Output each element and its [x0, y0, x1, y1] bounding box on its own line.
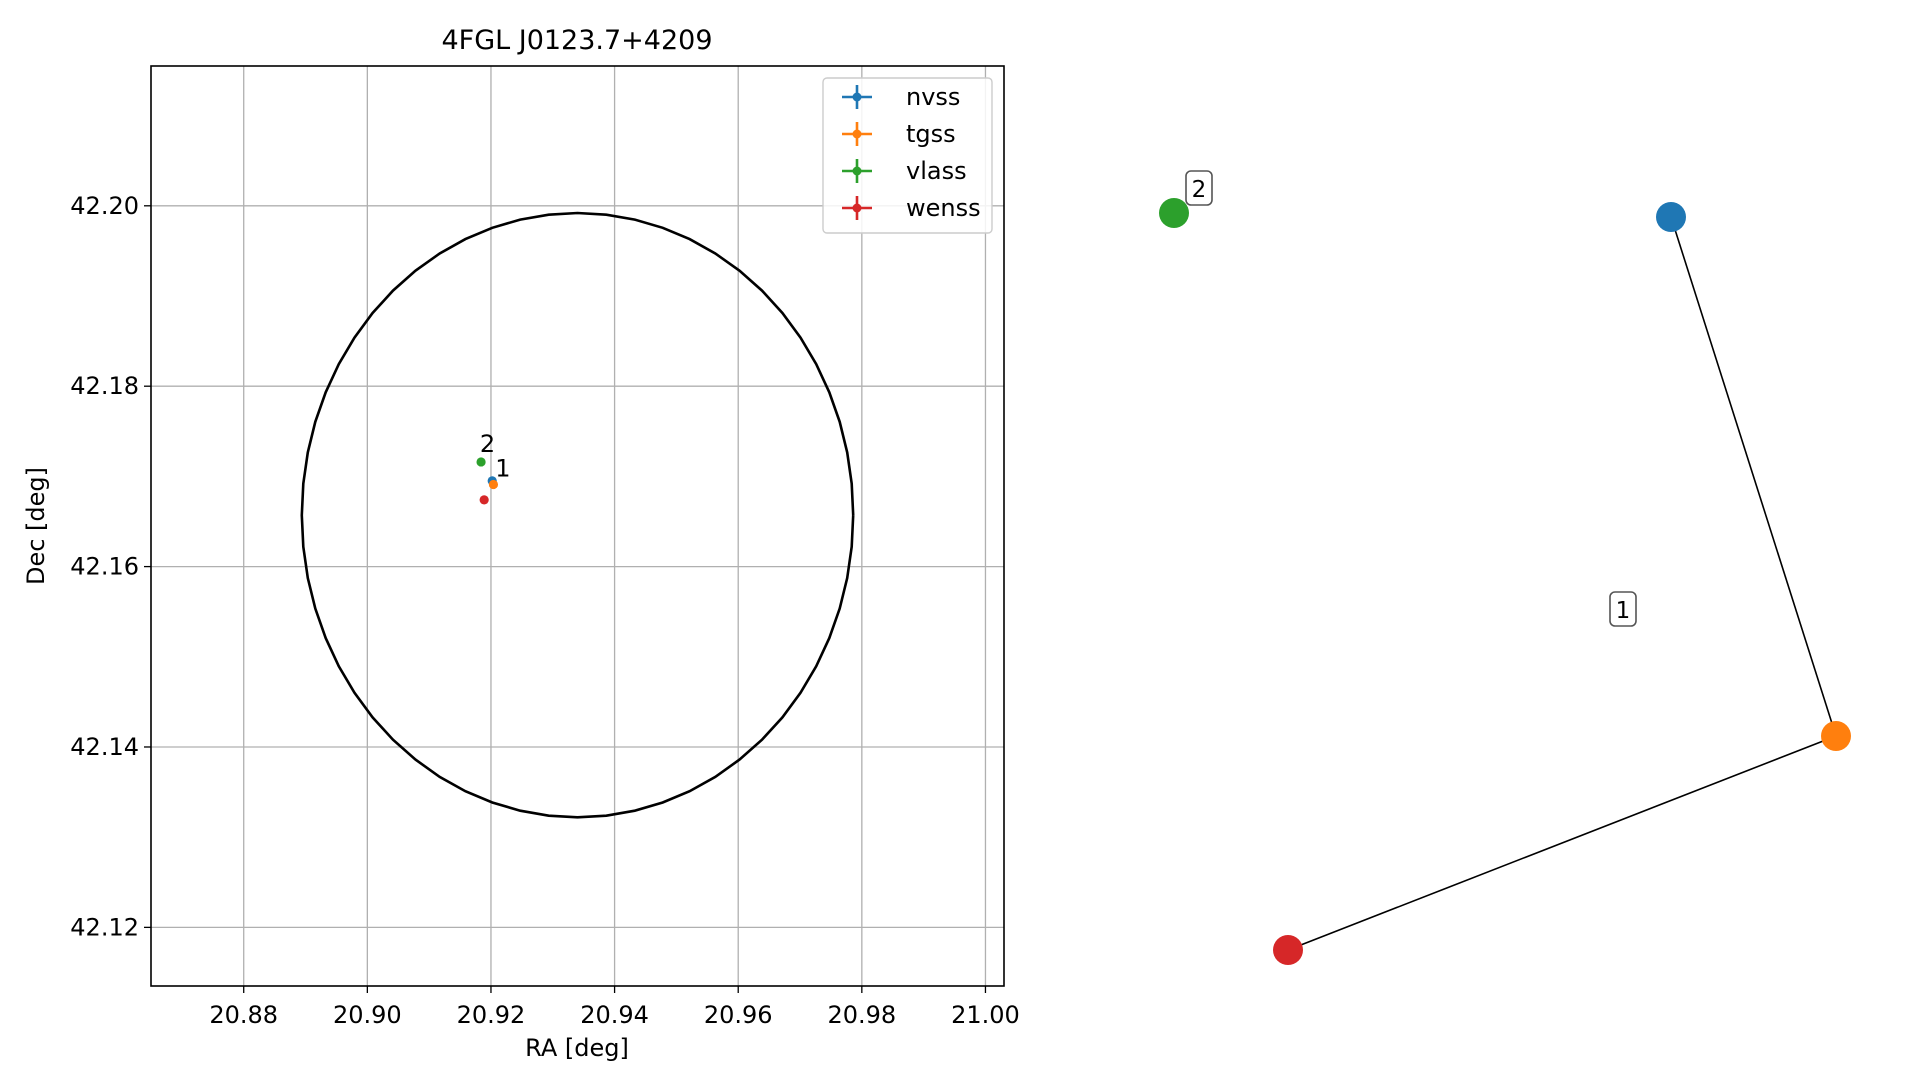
data-point-wenss [479, 495, 489, 505]
x-tick-label: 20.94 [580, 1001, 649, 1029]
graph-node-nvss [1656, 202, 1686, 232]
graph-node-vlass [1159, 198, 1189, 228]
y-tick-label: 42.14 [70, 733, 139, 761]
x-axis-ticks: 20.88 20.90 20.92 20.94 20.96 20.98 21.00 [209, 986, 1020, 1029]
x-axis-label: RA [deg] [525, 1034, 629, 1062]
graph-edges [1287, 216, 1837, 951]
axes-frame [150, 65, 1005, 987]
point-annotation: 2 [480, 430, 495, 458]
graph-edge [1287, 735, 1837, 951]
graph-edge [1670, 216, 1837, 737]
y-tick-label: 42.20 [70, 192, 139, 220]
y-axis-ticks: 42.12 42.14 42.16 42.18 42.20 [70, 192, 151, 941]
x-tick-label: 21.00 [951, 1001, 1020, 1029]
legend-marker-dot [852, 92, 862, 102]
legend-label: tgss [906, 120, 956, 148]
chart-title: 4FGL J0123.7+4209 [441, 25, 712, 56]
localization-ellipse [300, 211, 855, 819]
legend-marker-dot [852, 203, 862, 213]
legend-marker-dot [852, 166, 862, 176]
y-axis-label: Dec [deg] [22, 467, 50, 585]
x-tick-label: 20.92 [457, 1001, 526, 1029]
component-label-text: 1 [1616, 598, 1631, 624]
y-tick-label: 42.12 [70, 913, 139, 941]
legend-label: nvss [906, 83, 960, 111]
graph-node-tgss [1821, 721, 1851, 751]
network-panel: 12 [1159, 170, 1851, 965]
x-tick-label: 20.90 [333, 1001, 402, 1029]
legend-label: vlass [906, 157, 967, 185]
component-label: 1 [1609, 591, 1637, 627]
scatter-panel: 4FGL J0123.7+4209 21 20.88 20.90 20.92 20.9… [22, 25, 1020, 1062]
x-tick-label: 20.88 [209, 1001, 278, 1029]
legend-item-nvss: nvss [842, 83, 960, 111]
legend-item-wenss: wenss [842, 194, 981, 222]
graph-node-wenss [1273, 935, 1303, 965]
data-point-tgss [488, 479, 499, 490]
legend: nvss tgss vlass wenss [822, 77, 993, 234]
x-tick-label: 20.96 [704, 1001, 773, 1029]
plot-content: 21 [300, 211, 855, 819]
component-label-box [1185, 170, 1213, 206]
component-label-text: 2 [1192, 177, 1207, 203]
component-labels: 12 [1185, 170, 1637, 627]
data-point-vlass [476, 457, 486, 467]
graph-nodes [1159, 198, 1851, 965]
y-tick-label: 42.18 [70, 372, 139, 400]
point-annotation: 1 [495, 454, 510, 482]
legend-item-vlass: vlass [842, 157, 967, 185]
x-tick-label: 20.98 [827, 1001, 896, 1029]
y-tick-label: 42.16 [70, 553, 139, 581]
component-label-box [1609, 591, 1637, 627]
component-label: 2 [1185, 170, 1213, 206]
legend-marker-dot [852, 129, 862, 139]
legend-label: wenss [906, 194, 981, 222]
legend-item-tgss: tgss [842, 120, 956, 148]
legend-box [822, 77, 993, 234]
